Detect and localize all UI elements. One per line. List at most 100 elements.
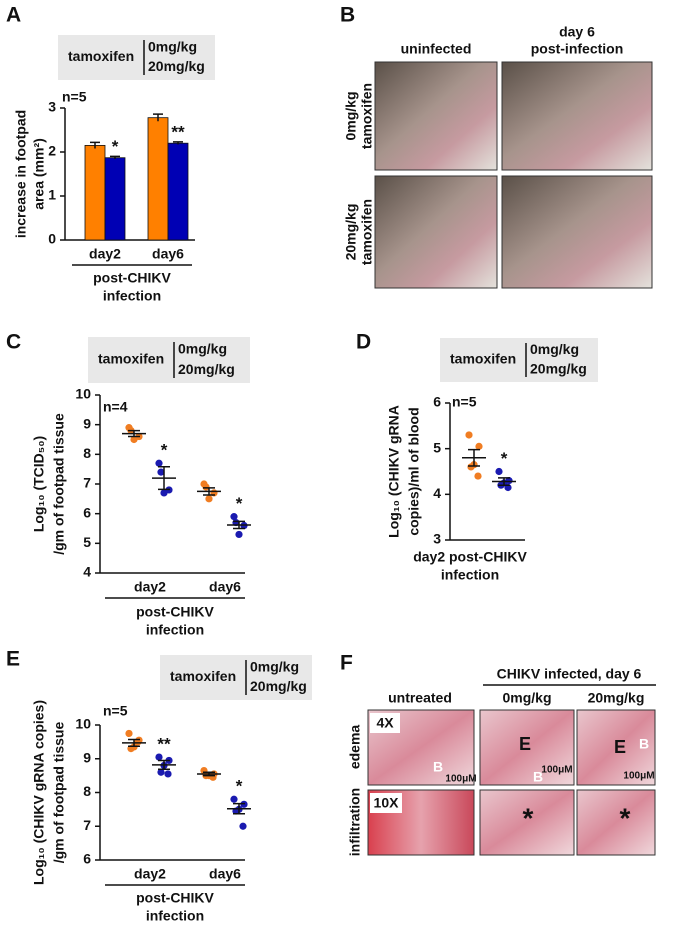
y-axis-label: Log₁₀ (CHIKV gRNA — [386, 405, 402, 538]
histology-image — [479, 789, 575, 856]
legend-entry: 0mg/kg — [148, 38, 197, 54]
bar — [167, 142, 189, 241]
data-point — [164, 770, 172, 778]
y-tick-label: 7 — [83, 817, 91, 833]
histology-image — [576, 789, 656, 856]
sample-size: n=5 — [103, 703, 128, 719]
histology-image — [576, 709, 656, 786]
y-axis-label: copies)/ml of blood — [406, 407, 422, 535]
sample-size: n=5 — [452, 394, 477, 410]
row-label: infiltration — [347, 788, 363, 856]
y-axis-label: Log₁₀ (TCID₅₀) — [31, 436, 47, 532]
legend-entry: 0mg/kg — [530, 341, 579, 357]
image-label: B — [533, 769, 543, 785]
scale-bar-label: 100μM — [623, 771, 654, 782]
x-axis-label: post-CHIKV — [136, 890, 214, 906]
x-axis-label: infection — [146, 908, 204, 924]
data-point — [155, 753, 163, 761]
image-label: E — [614, 737, 626, 757]
bar — [147, 117, 169, 241]
legend-title: tamoxifen — [98, 351, 164, 367]
column-header: post-infection — [531, 41, 624, 57]
significance: * — [501, 449, 508, 468]
bar — [84, 144, 106, 241]
panel-letter: A — [6, 4, 21, 27]
histology-image — [479, 709, 575, 786]
error-bar — [158, 466, 170, 491]
column-header: 20mg/kg — [588, 690, 645, 706]
magnification: 10X — [374, 795, 400, 811]
x-tick-label: day2 — [134, 579, 166, 595]
column-header: untreated — [388, 690, 452, 706]
row-label: tamoxifen — [359, 83, 375, 149]
data-point — [230, 795, 238, 803]
legend-entry: 20mg/kg — [530, 360, 587, 376]
data-point — [205, 495, 213, 503]
photo — [374, 175, 498, 289]
error-bar — [90, 141, 100, 149]
sample-size: n=4 — [103, 399, 128, 415]
data-point — [475, 442, 483, 450]
panel-letter: F — [340, 652, 353, 675]
error-bar — [128, 429, 140, 438]
image-label: * — [620, 802, 631, 833]
x-axis-label: day2 post-CHIKV — [413, 549, 527, 565]
photo — [374, 61, 498, 171]
y-tick-label: 3 — [433, 531, 441, 547]
legend-entry: 0mg/kg — [178, 341, 227, 357]
label-box — [370, 793, 402, 813]
image-label: E — [519, 734, 531, 754]
data-point — [230, 513, 238, 521]
x-axis-label: post-CHIKV — [93, 270, 171, 286]
y-axis-label: /gm of footpad tissue — [51, 413, 67, 555]
x-tick-label: day6 — [209, 579, 241, 595]
y-axis-label: increase in footpad — [13, 110, 29, 238]
y-tick-label: 6 — [433, 394, 441, 410]
y-tick-label: 10 — [75, 386, 91, 402]
data-point — [467, 463, 475, 471]
legend-entry: 0mg/kg — [250, 658, 299, 674]
error-bar — [158, 759, 170, 770]
error-bar — [110, 155, 120, 160]
row-label: edema — [347, 725, 363, 770]
y-tick-label: 1 — [48, 187, 56, 203]
error-bar — [468, 448, 480, 467]
row-label: 0mg/kg — [343, 91, 359, 140]
y-tick-label: 6 — [83, 851, 91, 867]
error-bar — [153, 113, 163, 122]
magnification: 4X — [376, 715, 394, 731]
significance: ** — [157, 735, 171, 754]
significance: * — [112, 137, 119, 156]
x-tick-label: day6 — [152, 246, 184, 262]
image-label: B — [433, 759, 443, 775]
x-tick-label: day6 — [209, 866, 241, 882]
data-point — [495, 467, 503, 476]
row-label: tamoxifen — [359, 199, 375, 265]
data-point — [130, 435, 138, 444]
legend-box — [88, 337, 250, 383]
x-tick-label: day2 — [134, 866, 166, 882]
data-point — [125, 729, 133, 738]
significance: * — [236, 777, 243, 796]
y-tick-label: 10 — [75, 716, 91, 732]
legend-entry: 20mg/kg — [178, 361, 235, 377]
scale-bar-label: 100μM — [445, 774, 476, 785]
significance: ** — [171, 122, 185, 141]
data-point — [474, 472, 482, 480]
y-tick-label: 3 — [48, 99, 56, 115]
y-tick-label: 4 — [433, 485, 441, 501]
legend-box — [58, 35, 215, 80]
error-bar — [498, 477, 510, 486]
y-axis-label: area (mm²) — [31, 138, 47, 210]
photo — [501, 175, 653, 289]
data-point — [160, 489, 168, 497]
panel-letter: D — [356, 331, 371, 354]
legend-title: tamoxifen — [68, 48, 134, 64]
x-axis-label: infection — [441, 567, 499, 583]
error-bar — [233, 520, 245, 530]
x-axis-label: infection — [146, 622, 204, 638]
legend-entry: 20mg/kg — [250, 678, 307, 694]
panel-letter: E — [6, 648, 20, 671]
